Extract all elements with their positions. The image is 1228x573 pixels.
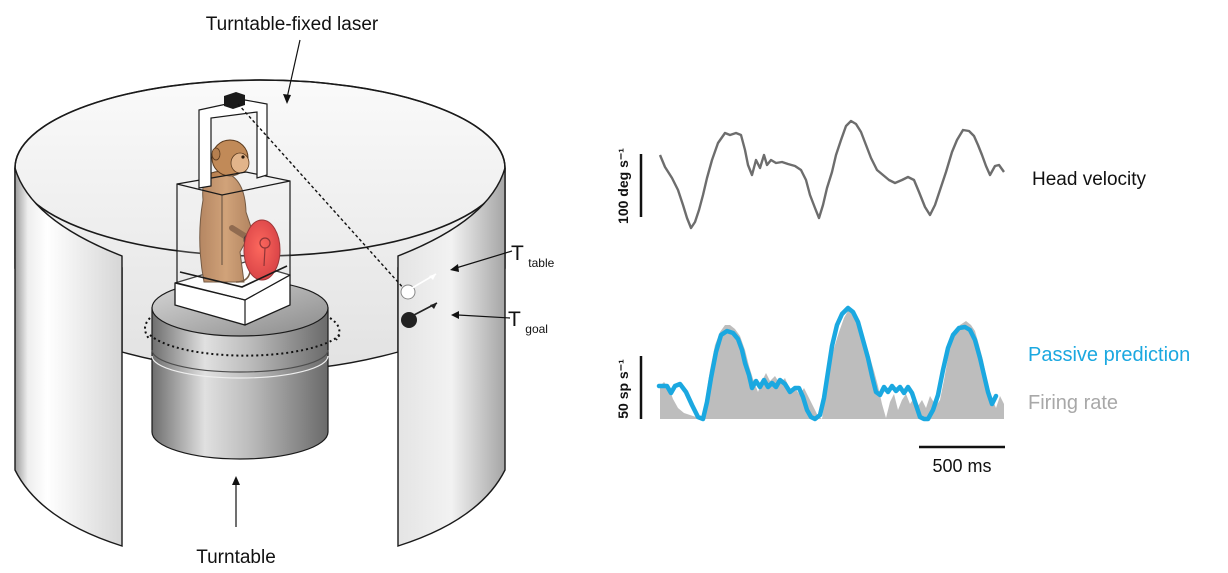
arena-left-wall <box>14 167 123 547</box>
passive-prediction-label: Passive prediction <box>1028 344 1190 366</box>
t-goal-label: T goal <box>508 308 548 336</box>
laser-pointer-arrow <box>286 39 301 99</box>
head-scale-label: 100 deg s⁻¹ <box>615 148 631 224</box>
laser-label: Turntable-fixed laser <box>206 14 379 35</box>
t-table-main: T <box>511 242 524 265</box>
time-scale-label: 500 ms <box>932 456 991 476</box>
head-velocity-label: Head velocity <box>1032 169 1147 190</box>
firing-rate-label: Firing rate <box>1028 392 1118 414</box>
rate-scale-label: 50 sp s⁻¹ <box>615 359 631 419</box>
goal-target-icon <box>401 312 417 328</box>
t-goal-sub: goal <box>525 322 548 336</box>
traces-panel: 100 deg s⁻¹ Head velocity 50 sp s⁻¹ Pass… <box>615 119 1190 476</box>
rotation-path <box>149 334 341 357</box>
passive-prediction-trace <box>656 305 999 422</box>
setup-illustration: Turntable-fixed laser Turntable T table … <box>14 14 555 568</box>
laser-mount <box>198 92 268 189</box>
t-table-label: T table <box>511 242 555 270</box>
firing-rate-area <box>660 309 1004 419</box>
primate-chair-box <box>176 171 291 301</box>
t-table-pointer-arrow <box>455 250 513 269</box>
red-disc-icon <box>243 219 281 281</box>
t-goal-main: T <box>508 308 521 331</box>
laser-beam <box>237 103 407 292</box>
table-target-icon <box>400 284 416 300</box>
turntable-label: Turntable <box>196 547 276 568</box>
head-velocity-trace <box>658 119 1005 230</box>
t-goal-pointer-arrow <box>457 314 511 319</box>
arena-right-wall <box>397 167 506 547</box>
t-table-sub: table <box>528 256 554 270</box>
